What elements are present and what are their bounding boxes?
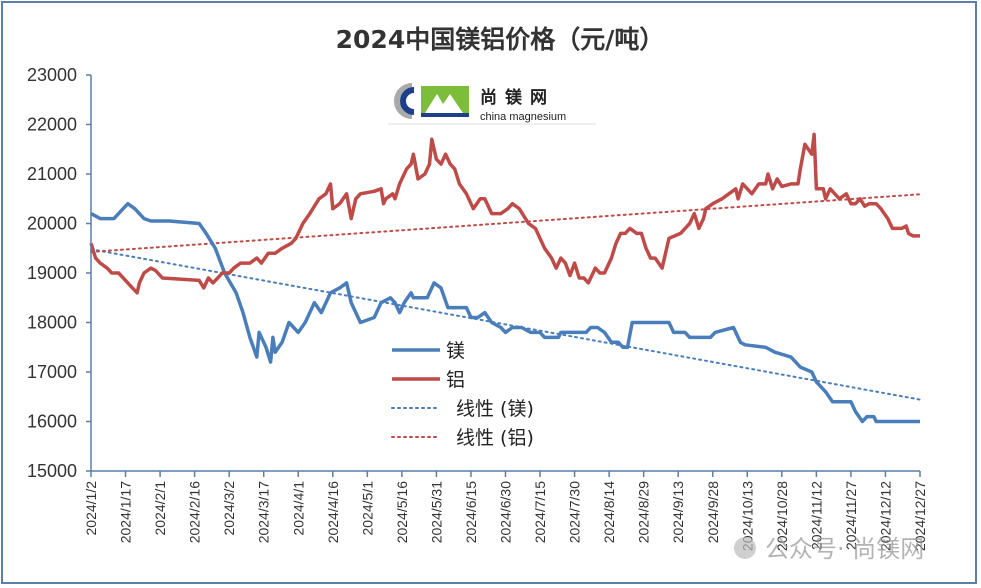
legend-label: 线性 (铝): [456, 427, 534, 449]
y-tick-label: 21000: [27, 164, 77, 184]
y-tick-label: 17000: [27, 362, 77, 382]
x-tick-label: 2024/3/2: [221, 481, 237, 536]
logo-text-en: china magnesium: [480, 111, 566, 123]
legend-label: 线性 (镁): [456, 398, 534, 420]
x-tick-label: 2024/12/12: [877, 481, 893, 551]
x-tick-label: 2024/5/16: [394, 481, 410, 543]
y-tick-label: 16000: [27, 412, 77, 432]
x-tick-label: 2024/6/30: [498, 481, 514, 543]
x-tick-label: 2024/8/29: [636, 481, 652, 543]
x-tick-label: 2024/7/15: [532, 481, 548, 543]
x-tick-label: 2024/1/17: [118, 481, 134, 543]
chart-title: 2024中国镁铝价格（元/吨）: [336, 25, 665, 54]
x-tick-label: 2024/5/1: [359, 481, 375, 536]
x-tick-label: 2024/5/31: [428, 481, 444, 543]
legend-label: 镁: [446, 340, 465, 362]
x-tick-label: 2024/7/30: [567, 481, 583, 543]
watermark-text: 公众号· 尚镁网: [765, 535, 924, 563]
x-tick-label: 2024/1/2: [83, 481, 99, 536]
x-tick-label: 2024/4/1: [290, 481, 306, 536]
logo-text-cn: 尚镁网: [480, 87, 555, 108]
x-tick-label: 2024/10/28: [774, 481, 790, 551]
trendline-aluminum: [90, 193, 921, 253]
series-line-magnesium: [90, 201, 920, 424]
legend-label: 铝: [446, 369, 465, 391]
x-tick-label: 2024/10/13: [739, 481, 755, 551]
y-tick-label: 18000: [27, 313, 77, 333]
x-tick-label: 2024/2/1: [152, 481, 168, 536]
china-magnesium-logo: 尚镁网 china magnesium: [388, 78, 596, 125]
y-tick-label: 23000: [27, 65, 77, 85]
trendline-magnesium: [90, 248, 921, 401]
x-tick-label: 2024/11/27: [843, 481, 859, 550]
y-tick-label: 15000: [27, 461, 77, 481]
x-tick-label: 2024/6/15: [463, 481, 479, 543]
x-tick-label: 2024/11/12: [808, 481, 824, 550]
x-tick-label: 2024/3/17: [256, 481, 272, 543]
x-tick-label: 2024/2/16: [187, 481, 203, 543]
watermark: 公众号· 尚镁网: [734, 535, 924, 563]
x-tick-label: 2024/4/16: [325, 481, 341, 543]
y-tick-label: 22000: [27, 115, 77, 135]
x-tick-label: 2024/8/14: [601, 481, 617, 543]
x-tick-label: 2024/12/27: [912, 481, 928, 551]
x-tick-label: 2024/9/13: [670, 481, 686, 543]
series-line-aluminum: [89, 132, 920, 295]
y-tick-label: 19000: [27, 263, 77, 283]
x-tick-label: 2024/9/28: [705, 481, 721, 543]
y-tick-label: 20000: [27, 214, 77, 234]
